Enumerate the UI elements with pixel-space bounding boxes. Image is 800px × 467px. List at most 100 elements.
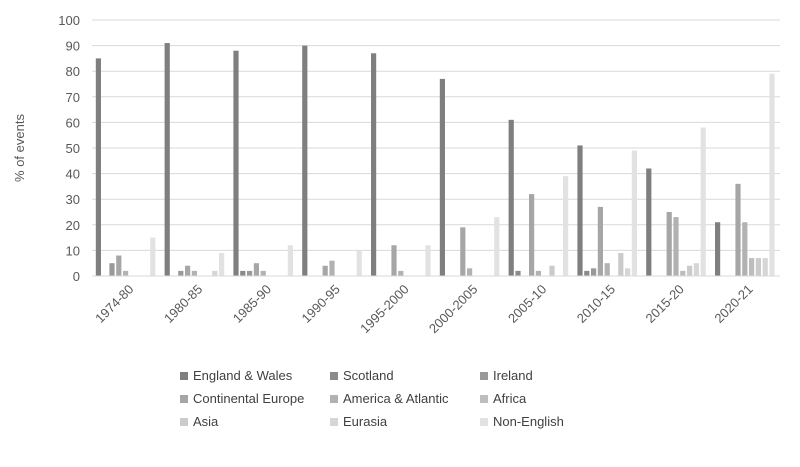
bar-ireland	[109, 263, 115, 276]
bar-scotland	[515, 270, 521, 276]
bar-eurasia	[625, 268, 631, 276]
bar-non-english	[769, 73, 775, 276]
bar-asia	[687, 265, 693, 276]
legend-label: America & Atlantic	[343, 391, 449, 406]
legend-label: Non-English	[493, 414, 564, 429]
x-tick-label: 1974-80	[92, 282, 136, 326]
bar-england-wales	[95, 58, 101, 277]
legend-label: England & Wales	[193, 368, 293, 383]
bar-america-atlantic	[673, 217, 679, 276]
legend-label: Scotland	[343, 368, 394, 383]
bar-england-wales	[646, 168, 652, 276]
bar-continental-europe	[391, 245, 397, 276]
legend-swatch	[480, 371, 488, 380]
bar-continental-europe	[185, 265, 191, 276]
bar-non-english	[700, 127, 706, 277]
bar-asia	[755, 258, 761, 276]
y-tick-label: 70	[66, 90, 80, 105]
legend-item: Eurasia	[330, 414, 480, 429]
legend-swatch	[180, 371, 188, 380]
x-tick-label: 2010-15	[574, 282, 618, 326]
y-tick-label: 90	[66, 39, 80, 54]
bar-america-atlantic	[123, 270, 129, 276]
bar-continental-europe	[322, 265, 328, 276]
legend-item: Non-English	[480, 414, 630, 429]
bar-continental-europe	[529, 194, 535, 276]
legend-item: Ireland	[480, 368, 630, 383]
bar-eurasia	[762, 258, 768, 276]
bar-ireland	[178, 270, 184, 276]
y-tick-label: 30	[66, 192, 80, 207]
bar-eurasia	[212, 270, 218, 276]
bar-continental-europe	[460, 227, 466, 276]
y-tick-label: 80	[66, 64, 80, 79]
bar-england-wales	[233, 50, 239, 276]
bar-england-wales	[371, 53, 377, 276]
legend-item: Continental Europe	[180, 391, 330, 406]
bar-america-atlantic	[604, 263, 610, 276]
legend-label: Asia	[193, 414, 219, 429]
legend-swatch	[180, 394, 188, 403]
bar-america-atlantic	[191, 270, 197, 276]
x-tick-label: 2005-10	[505, 282, 549, 326]
bar-continental-europe	[735, 183, 741, 276]
bar-non-english	[494, 217, 500, 276]
x-tick-label: 1990-95	[299, 282, 343, 326]
bar-non-english	[563, 176, 569, 276]
y-tick-label: 10	[66, 243, 80, 258]
y-axis-label: % of events	[12, 114, 27, 182]
y-tick-label: 100	[58, 13, 80, 28]
legend-item: America & Atlantic	[330, 391, 480, 406]
bar-america-atlantic	[260, 270, 266, 276]
legend-swatch	[480, 417, 488, 426]
bar-non-english	[287, 245, 293, 276]
legend-item: Africa	[480, 391, 630, 406]
bar-non-english	[219, 252, 225, 276]
bar-continental-europe	[666, 212, 672, 276]
bar-england-wales	[577, 145, 583, 276]
bar-non-english	[356, 250, 362, 276]
x-tick-label: 2000-2005	[426, 282, 481, 337]
legend-item: Scotland	[330, 368, 480, 383]
bar-england-wales	[302, 45, 308, 276]
bar-england-wales	[164, 43, 170, 276]
bar-ireland	[591, 268, 597, 276]
x-tick-label: 1980-85	[161, 282, 205, 326]
bar-ireland	[247, 270, 253, 276]
bar-america-atlantic	[398, 270, 404, 276]
bar-england-wales	[439, 78, 445, 276]
bar-america-atlantic	[467, 268, 473, 276]
legend-label: Ireland	[493, 368, 533, 383]
bar-eurasia	[693, 263, 699, 276]
bar-scotland	[584, 270, 590, 276]
bar-non-english	[425, 245, 431, 276]
x-tick-label: 2015-20	[643, 282, 687, 326]
bar-asia	[549, 265, 555, 276]
legend-swatch	[330, 417, 338, 426]
bar-america-atlantic	[329, 260, 335, 276]
x-tick-label: 2020-21	[711, 282, 755, 326]
legend-label: Eurasia	[343, 414, 388, 429]
x-tick-label: 1995-2000	[357, 282, 412, 337]
x-tick-label: 1985-90	[230, 282, 274, 326]
y-tick-label: 60	[66, 115, 80, 130]
bar-scotland	[240, 270, 246, 276]
bar-non-english	[631, 150, 637, 276]
y-tick-label: 50	[66, 141, 80, 156]
legend-swatch	[330, 394, 338, 403]
bar-continental-europe	[253, 263, 259, 276]
bar-asia	[618, 252, 624, 276]
legend: England & Wales Scotland Ireland Continenta…	[180, 368, 640, 429]
bar-continental-europe	[597, 206, 603, 276]
legend-swatch	[330, 371, 338, 380]
bar-continental-europe	[116, 255, 122, 276]
bar-africa	[680, 270, 686, 276]
bar-england-wales	[715, 222, 721, 276]
bar-england-wales	[508, 119, 514, 276]
legend-item: Asia	[180, 414, 330, 429]
legend-swatch	[480, 394, 488, 403]
y-tick-label: 40	[66, 167, 80, 182]
legend-swatch	[180, 417, 188, 426]
bar-africa	[749, 258, 755, 276]
